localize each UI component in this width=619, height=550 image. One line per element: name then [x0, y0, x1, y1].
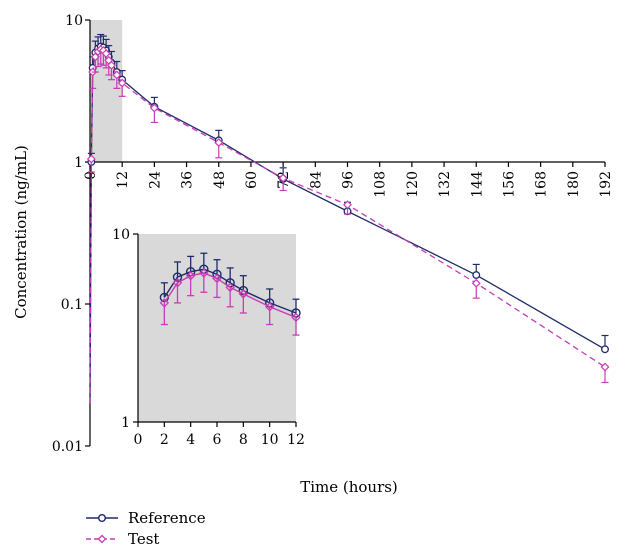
main-x-tick-label: 84: [308, 171, 324, 189]
main-x-tick-label: 168: [534, 171, 550, 198]
main-point-test: [117, 78, 127, 88]
inset-point-test: [199, 268, 209, 278]
inset-x-tick-label: 4: [186, 432, 195, 448]
inset-axes: 1 10 0 2 4 6 8 10 12: [112, 227, 305, 448]
inset-point-test: [238, 289, 249, 299]
main-point-test: [214, 138, 224, 148]
main-x-tick-label: 60: [244, 171, 260, 189]
inset-point-test: [172, 278, 183, 288]
inset-x-tick-label: 8: [239, 432, 248, 448]
main-series-group: [86, 33, 610, 404]
main-x-tick-label: 48: [212, 171, 228, 189]
inset-point-test: [264, 302, 275, 312]
main-point-test: [101, 49, 111, 59]
inset-point-test: [185, 270, 196, 281]
main-point-test: [343, 200, 352, 210]
main-point-test: [149, 103, 159, 113]
legend-test-label: Test: [128, 530, 159, 548]
main-x-tick-label: 108: [373, 171, 389, 198]
main-y-tick-label: 0.1: [61, 297, 83, 313]
inset-x-tick-label: 2: [160, 432, 169, 448]
y-axis-title: Concentration (ng/mL): [12, 145, 30, 319]
inset-series-group: [159, 252, 301, 336]
inset-x-tick-label: 0: [134, 432, 143, 448]
main-x-tick-label: 120: [405, 171, 421, 198]
main-point-test: [107, 60, 116, 70]
legend: Reference Test: [86, 509, 206, 548]
legend-reference-marker: [97, 514, 106, 523]
main-x-tick-label: 36: [180, 171, 196, 189]
inset-point-reference: [172, 272, 183, 282]
inset-x-tick-label: 12: [287, 432, 305, 448]
main-point-test: [600, 362, 610, 372]
main-x-tick-label: 144: [469, 171, 485, 198]
main-y-tick-label: 10: [65, 13, 83, 29]
main-y-tick-label: 0.01: [52, 439, 83, 455]
main-point-test: [86, 154, 96, 164]
main-point-reference: [472, 271, 481, 279]
main-point-test: [471, 278, 481, 288]
x-axis-title: Time (hours): [300, 478, 398, 496]
inset-point-test: [212, 273, 222, 284]
inset-point-test: [291, 312, 301, 323]
main-point-test: [278, 173, 288, 183]
main-x-tick-label: 156: [501, 171, 517, 198]
inset-x-tick-label: 10: [261, 432, 279, 448]
main-x-tick-label: 24: [147, 171, 163, 189]
main-point-reference: [601, 345, 609, 354]
legend-reference-label: Reference: [128, 509, 206, 527]
legend-test-marker: [97, 534, 107, 544]
main-x-tick-label: 12: [115, 171, 131, 189]
main-x-tick-label: 132: [437, 171, 453, 198]
main-x-tick-label: 192: [598, 171, 614, 198]
inset-x-tick-label: 6: [213, 432, 222, 448]
inset-y-tick-label: 10: [112, 227, 130, 243]
main-y-tick-label: 1: [74, 155, 83, 171]
main-point-test: [112, 70, 122, 80]
inset-point-test: [225, 282, 235, 293]
main-x-tick-label: 180: [566, 171, 582, 198]
main-axes: 0.010.1110012243648607284961081201321441…: [52, 13, 614, 455]
main-x-tick-label: 96: [341, 171, 357, 189]
inset-point-test: [159, 298, 170, 308]
inset-y-tick-label: 1: [121, 415, 130, 431]
